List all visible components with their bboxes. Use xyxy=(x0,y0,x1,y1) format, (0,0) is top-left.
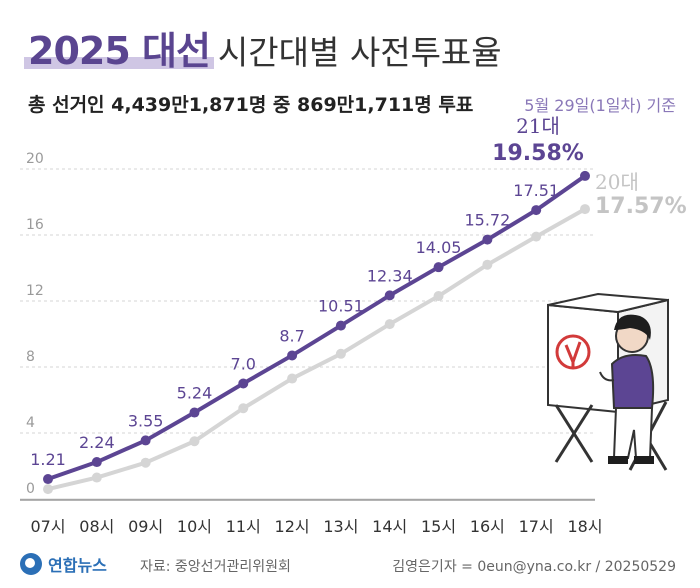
series-21: 1.21 2.24 3.55 5.24 7.0 8.7 10.5112.3414.0515.… xyxy=(30,114,590,485)
y-tick-label: 4 xyxy=(26,415,35,431)
x-tick-label: 15시 xyxy=(421,517,456,536)
series-21-point xyxy=(531,205,542,216)
yonhap-logo: 연합뉴스 xyxy=(20,552,107,576)
y-tick-label: 16 xyxy=(26,217,44,233)
voting-booth-illustration xyxy=(547,292,669,471)
x-tick-label: 18시 xyxy=(567,517,602,536)
series-21-data-label: 1.21 xyxy=(30,450,66,469)
x-tick-label: 07시 xyxy=(30,517,65,536)
series-21-data-label: 2.24 xyxy=(79,433,115,452)
x-tick-label: 14시 xyxy=(372,517,407,536)
series-21-data-label: 3.55 xyxy=(128,411,164,430)
series-20-point xyxy=(482,259,493,270)
series-20-name: 20대 xyxy=(595,170,639,194)
y-tick-label: 12 xyxy=(26,283,44,299)
series-21-data-label: 10.51 xyxy=(318,297,364,316)
logo-text: 연합뉴스 xyxy=(48,556,107,575)
series-20-line xyxy=(47,207,586,492)
series-21-point xyxy=(43,474,53,485)
series-20-point xyxy=(140,457,151,468)
series-21-point xyxy=(189,407,200,418)
x-tick-label: 09시 xyxy=(128,517,163,536)
series-20-final-label: 17.57% xyxy=(595,194,687,219)
x-tick-label: 11시 xyxy=(226,517,261,536)
series-21-data-label: 7.0 xyxy=(231,355,256,374)
voter-summary: 총 선거인 4,439만1,871명 중 869만1,711명 투표 xyxy=(28,94,474,116)
y-tick-label: 20 xyxy=(26,151,44,167)
x-axis: 07시 08시 09시 10시 11시 12시 13시 14시 15시 16시 17시 18시 xyxy=(20,499,603,536)
series-20-point xyxy=(91,472,102,483)
series-20-point xyxy=(335,348,346,359)
series-20-point xyxy=(287,373,298,384)
x-tick-label: 08시 xyxy=(79,517,114,536)
credit-note: 김영은기자 = 0eun@yna.co.kr / 20250529 xyxy=(392,559,676,575)
yonhap-logo-icon xyxy=(20,553,42,575)
series-21-point xyxy=(580,170,590,181)
series-21-data-label: 17.51 xyxy=(513,181,559,200)
series-21-point xyxy=(140,435,151,446)
series-21-data-label: 14.05 xyxy=(416,238,462,257)
series-21-data-label: 15.72 xyxy=(464,211,510,230)
series-20-point xyxy=(433,291,444,302)
series-21-point xyxy=(335,320,346,331)
y-tick-label: 8 xyxy=(26,349,35,365)
series-20-point xyxy=(580,204,590,215)
x-tick-label: 12시 xyxy=(275,517,310,536)
series-21-data-label: 12.34 xyxy=(367,266,413,285)
x-tick-label: 17시 xyxy=(519,517,554,536)
title-text: 시간대별 사전투표율 xyxy=(217,33,502,72)
series-21-line xyxy=(47,174,587,481)
series-21-point xyxy=(287,350,298,361)
series-20-point xyxy=(238,403,249,414)
x-tick-label: 10시 xyxy=(177,517,212,536)
y-tick-label: 0 xyxy=(26,481,35,497)
chart-title: 2025 대선 시간대별 사전투표율 xyxy=(28,20,502,73)
series-21-point xyxy=(238,378,249,389)
title-highlight: 2025 대선 xyxy=(28,29,211,73)
series-20-point xyxy=(189,436,200,447)
grid-layer: 0 4 8 12 16 20 xyxy=(20,151,595,500)
series-20-point xyxy=(384,319,395,330)
date-basis: 5월 29일(1일차) 기준 xyxy=(524,96,676,115)
series-21-data-label: 8.7 xyxy=(279,326,304,345)
series-21-point xyxy=(482,234,493,245)
series-20-point xyxy=(43,484,53,495)
x-tick-label: 13시 xyxy=(323,517,358,536)
series-21-point xyxy=(433,262,444,273)
source-note: 자료: 중앙선거관리위원회 xyxy=(140,559,291,575)
series-21-point xyxy=(91,457,102,468)
x-tick-label: 16시 xyxy=(470,517,505,536)
series-21-point xyxy=(384,290,395,301)
series-21-name: 21대 xyxy=(516,114,560,138)
series-21-data-label: 5.24 xyxy=(177,384,213,403)
series-21-final-label: 19.58% xyxy=(492,141,584,166)
series-20-point xyxy=(531,231,542,242)
